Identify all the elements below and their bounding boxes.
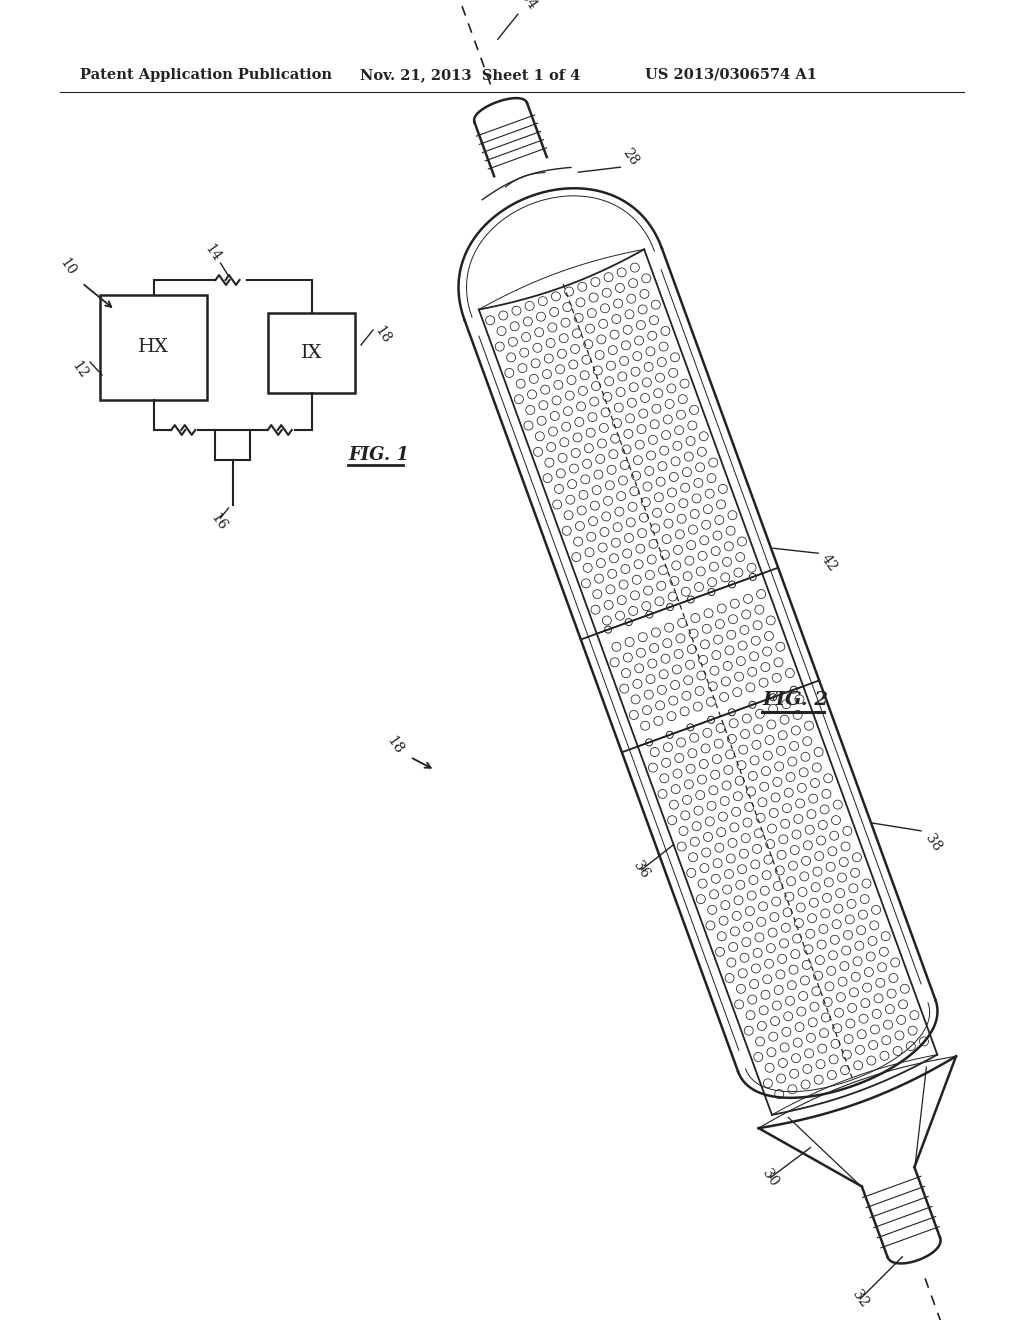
Text: 12: 12: [70, 359, 91, 381]
Text: Nov. 21, 2013  Sheet 1 of 4: Nov. 21, 2013 Sheet 1 of 4: [360, 69, 581, 82]
Text: 38: 38: [923, 832, 944, 854]
Text: 42: 42: [818, 552, 840, 574]
Bar: [100, 294, 207, 400]
Text: 16: 16: [208, 511, 229, 533]
Text: 32: 32: [850, 1287, 871, 1309]
Text: 18: 18: [372, 323, 394, 346]
Text: Patent Application Publication: Patent Application Publication: [80, 69, 332, 82]
Text: 36: 36: [631, 858, 652, 880]
Text: FIG. 1: FIG. 1: [348, 446, 409, 465]
Text: FIG. 2: FIG. 2: [762, 690, 828, 709]
Text: HX: HX: [138, 338, 169, 356]
Text: US 2013/0306574 A1: US 2013/0306574 A1: [645, 69, 817, 82]
Text: 30: 30: [760, 1167, 781, 1189]
Text: 18: 18: [384, 734, 407, 756]
Text: IX: IX: [301, 345, 323, 362]
Bar: [215, 430, 250, 459]
Bar: [268, 313, 355, 393]
Text: 14: 14: [202, 242, 223, 264]
Text: 10: 10: [57, 256, 79, 279]
Text: 34: 34: [517, 0, 539, 12]
Text: 28: 28: [620, 147, 641, 169]
